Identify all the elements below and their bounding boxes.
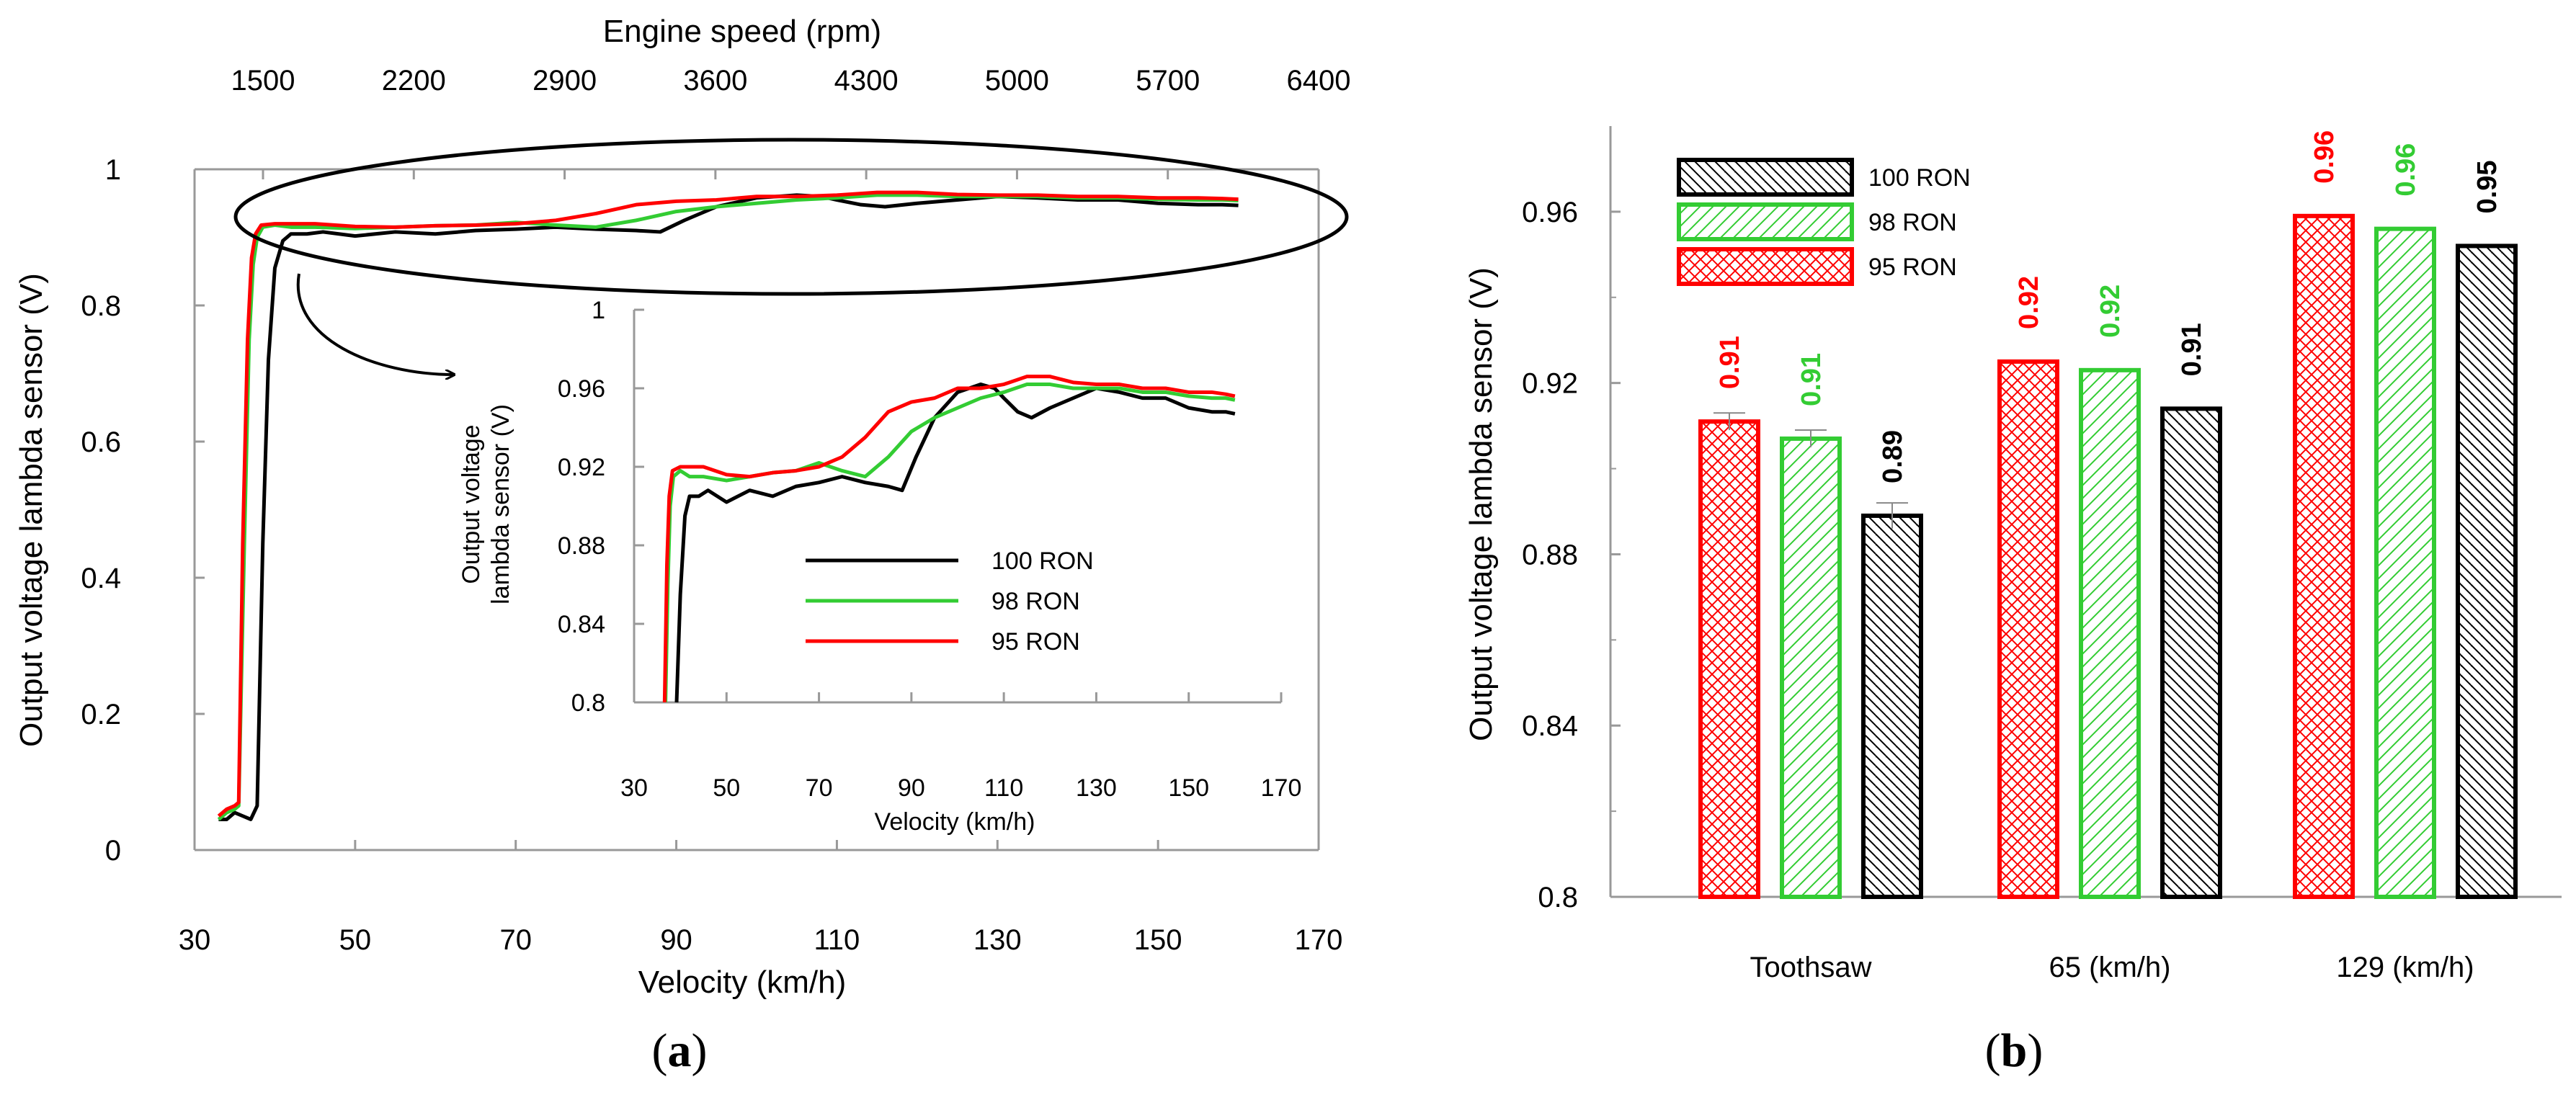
panel-a-y-tick-label: 0.2	[81, 699, 121, 730]
panel-b-bar	[1698, 419, 1760, 899]
inset-x-tick-label: 130	[1076, 774, 1117, 802]
panel-a-label: (a)	[652, 1024, 708, 1077]
inset-x-tick-label: 50	[713, 774, 740, 802]
inset-y-tick-label: 1	[592, 297, 605, 324]
zoom-arrow	[296, 273, 454, 375]
panel-b-category-label: 129 (km/h)	[2336, 952, 2474, 983]
panel-b-data-label: 0.92	[2014, 276, 2044, 329]
inset-y-tick-label: 0.96	[558, 375, 605, 403]
panel-a-top-tick-label: 2200	[382, 65, 446, 97]
panel-b-data-label: 0.92	[2095, 285, 2126, 338]
panel-a-series-line	[217, 190, 1239, 818]
panel-a-top-tick-label: 2900	[532, 65, 597, 97]
panel-b-legend-swatch	[1677, 247, 1854, 286]
panel-b-legend-label: 95 RON	[1868, 254, 1957, 281]
inset-y-tick-label: 0.8	[571, 689, 605, 717]
inset-series-line	[662, 375, 1236, 703]
panel-b-label: (b)	[1985, 1024, 2044, 1077]
panel-b-bar	[2374, 226, 2436, 899]
inset-y-axis-title-line1: Output voltage	[458, 424, 485, 583]
inset-y-tick-label: 0.84	[558, 611, 605, 638]
inset-series-line	[664, 383, 1236, 703]
panel-a-line-chart: 00.20.40.60.81 30 50 70 90 110 130 150 170 1500…	[14, 14, 1350, 1077]
panel-b-y-tick-label: 0.84	[1522, 710, 1578, 742]
panel-b-bar	[2293, 213, 2355, 900]
panel-a-x-tick-label: 130	[973, 924, 1022, 956]
panel-a-x-tick-label: 50	[339, 924, 372, 956]
panel-a-y-tick-label: 0.6	[81, 426, 121, 458]
panel-a-x-tick-label: 90	[660, 924, 692, 956]
panel-a-top-tick-label: 6400	[1287, 65, 1351, 97]
inset-y-axis-title-line2: lambda sensor (V)	[487, 404, 514, 604]
inset-y-tick-label: 0.88	[558, 532, 605, 560]
panel-b-data-label: 0.89	[1878, 430, 1908, 483]
panel-b-data-label: 0.96	[2391, 143, 2421, 197]
inset-x-tick-label: 150	[1168, 774, 1209, 802]
panel-b-bar	[2079, 367, 2141, 899]
panel-a-top-tick-label: 5700	[1136, 65, 1200, 97]
panel-a-y-axis-title: Output voltage lambda sensor (V)	[14, 273, 49, 747]
panel-b-category-label: 65 (km/h)	[2049, 952, 2171, 983]
panel-b-data-label: 0.95	[2472, 160, 2503, 213]
panel-a-top-tick-label: 3600	[683, 65, 747, 97]
panel-b-data-label: 0.91	[1715, 336, 1745, 389]
panel-a-x-tick-label: 110	[814, 924, 860, 956]
inset-x-tick-label: 30	[620, 774, 648, 802]
inset-legend-label: 95 RON	[991, 628, 1080, 656]
inset-y-tick-label: 0.92	[558, 454, 605, 481]
inset-x-tick-label: 70	[806, 774, 833, 802]
panel-b-legend-swatch	[1677, 202, 1854, 241]
panel-b-bar	[1780, 436, 1842, 899]
panel-b-bar	[1861, 513, 1923, 899]
panel-b-y-tick-label: 0.88	[1522, 539, 1578, 571]
panel-b-legend-label: 98 RON	[1868, 209, 1957, 236]
inset-background	[634, 310, 1281, 702]
panel-b-bar-chart: 0.8 0.84 0.88 0.92 0.96 0.91 0.91 0.89 0.92 0.92…	[1463, 126, 2562, 1077]
panel-b-bar	[1997, 359, 2059, 899]
panel-b-y-axis-title: Output voltage lambda sensor (V)	[1463, 267, 1499, 741]
panel-a-x-tick-label: 170	[1295, 924, 1343, 956]
highlight-ellipse	[233, 138, 1349, 296]
panel-b-data-label: 0.96	[2309, 130, 2340, 184]
panel-a-top-axis-title: Engine speed (rpm)	[603, 14, 881, 49]
inset-x-tick-label: 170	[1261, 774, 1302, 802]
panel-a-x-tick-label: 150	[1134, 924, 1182, 956]
panel-a-top-tick-label: 4300	[834, 65, 899, 97]
inset-legend-label: 100 RON	[991, 547, 1094, 575]
panel-a-y-tick-label: 0.8	[81, 290, 121, 322]
inset-x-tick-label: 110	[984, 774, 1023, 802]
panel-a-inset-chart: 0.8 0.84 0.88 0.92 0.96 1 30 50 70 90 110 130 150 17…	[458, 297, 1301, 836]
panel-b-legend-label: 100 RON	[1868, 164, 1971, 192]
panel-a-y-tick-label: 1	[105, 154, 121, 186]
panel-b-y-tick-label: 0.96	[1522, 197, 1578, 228]
panel-a-y-tick-label: 0	[105, 835, 121, 867]
panel-a-top-tick-label: 5000	[985, 65, 1049, 97]
panel-b-y-tick-label: 0.8	[1538, 882, 1578, 913]
panel-b-legend-swatch	[1677, 158, 1854, 197]
panel-b-y-tick-label: 0.92	[1522, 368, 1578, 400]
panel-a-x-tick-label: 70	[499, 924, 532, 956]
panel-b-category-label: Toothsaw	[1750, 952, 1872, 983]
panel-b-bar	[2160, 406, 2222, 899]
panel-a-x-axis-title: Velocity (km/h)	[638, 965, 847, 1000]
panel-a-y-tick-label: 0.4	[81, 563, 121, 594]
inset-legend-label: 98 RON	[991, 588, 1080, 615]
panel-b-data-label: 0.91	[2177, 323, 2207, 376]
inset-x-axis-title: Velocity (km/h)	[875, 808, 1035, 836]
panel-b-data-label: 0.91	[1796, 353, 1827, 406]
panel-a-top-tick-label: 1500	[231, 65, 295, 97]
panel-b-bar	[2456, 243, 2518, 899]
panel-a-x-tick-label: 30	[179, 924, 211, 956]
inset-x-tick-label: 90	[898, 774, 925, 802]
